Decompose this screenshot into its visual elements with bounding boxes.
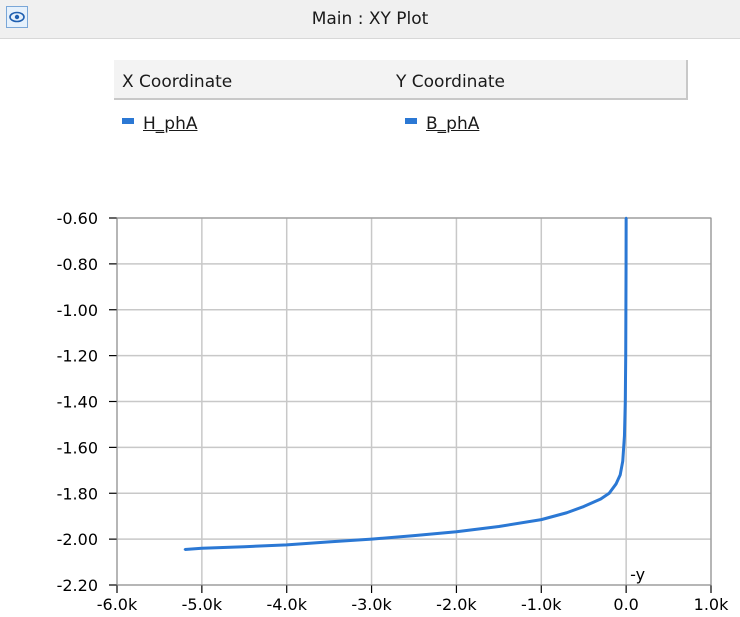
eye-icon[interactable] (6, 6, 28, 28)
data-point (624, 262, 628, 266)
plot-frame (116, 217, 712, 586)
x-tick-label: 0.0 (613, 595, 638, 614)
x-tick-label: 1.0k (694, 595, 729, 614)
legend-entry-y[interactable]: B_phA (405, 112, 479, 136)
y-tick-label: -1.40 (57, 393, 98, 412)
y-tick-label: -1.80 (57, 484, 98, 503)
y-coordinate-header: Y Coordinate (396, 72, 505, 92)
data-point (624, 354, 627, 357)
data-point (621, 459, 624, 463)
y-tick-label: -1.20 (57, 347, 98, 366)
series-swatch (405, 118, 417, 124)
y-tick-label: -2.20 (57, 576, 98, 595)
data-point (623, 434, 626, 438)
y-tick-label: -1.60 (57, 438, 98, 457)
data-point (327, 540, 331, 544)
x-coordinate-header: X Coordinate (122, 72, 233, 92)
data-point (243, 545, 246, 548)
y-signal-link[interactable]: B_phA (426, 114, 480, 134)
data-point (285, 543, 288, 547)
x-tick-label: -4.0k (266, 595, 307, 614)
data-point (624, 400, 627, 403)
data-point (624, 216, 628, 220)
y-tick-label: -0.80 (57, 255, 98, 274)
data-point (370, 537, 373, 541)
data-point (607, 492, 611, 495)
data-point (497, 525, 501, 528)
window-titlebar: Main : XY Plot (0, 0, 740, 39)
legend-entry-x[interactable]: H_phA (122, 112, 197, 136)
x-signal-link[interactable]: H_phA (143, 114, 198, 134)
data-point (614, 482, 618, 486)
data-point (200, 547, 204, 550)
x-tick-label: -1.0k (521, 595, 562, 614)
y-tick-label: -1.00 (57, 301, 98, 320)
window-title: Main : XY Plot (311, 9, 429, 29)
data-point (183, 548, 187, 551)
data-point (455, 530, 458, 533)
data-point (582, 505, 585, 508)
x-tick-label: -2.0k (436, 595, 477, 614)
x-tick-label: -6.0k (97, 595, 138, 614)
x-tick-label: -5.0k (182, 595, 223, 614)
data-point (540, 518, 543, 521)
legend-header: X Coordinate Y Coordinate (114, 60, 688, 100)
y-tick-label: -0.60 (57, 209, 98, 228)
data-point (619, 473, 622, 477)
data-point (412, 534, 416, 537)
data-point (599, 497, 602, 501)
data-point (565, 511, 568, 514)
data-point (624, 308, 628, 311)
y-tick-label: -2.00 (57, 530, 98, 549)
series-swatch (122, 118, 134, 124)
axis-annotation: -y (630, 565, 645, 584)
x-tick-label: -3.0k (351, 595, 392, 614)
